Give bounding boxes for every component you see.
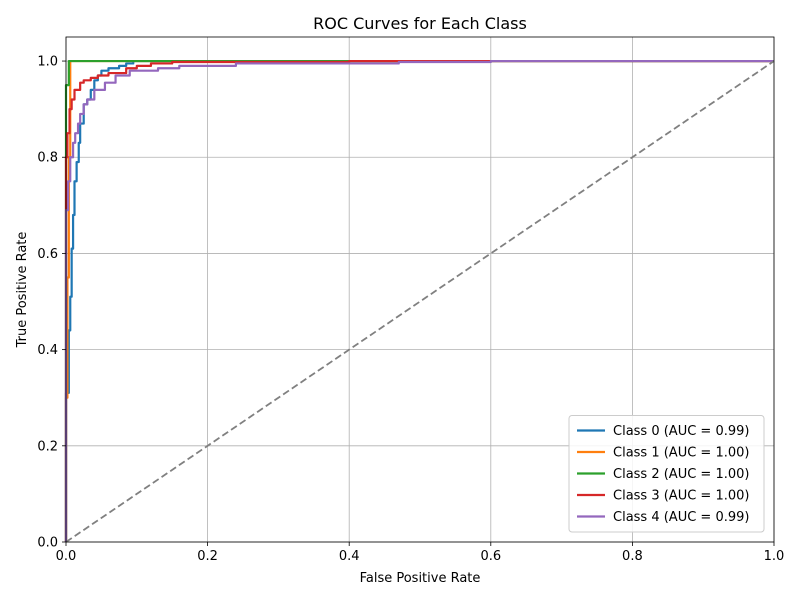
roc-curve-class-3 [64, 59, 774, 542]
y-tick-label: 0.2 [37, 439, 58, 454]
chart-title: ROC Curves for Each Class [313, 14, 527, 33]
x-tick-label: 1.0 [764, 549, 785, 564]
legend-label-class-0: Class 0 (AUC = 0.99) [613, 424, 749, 439]
chance-reference-line [65, 60, 775, 543]
x-tick-label: 0.6 [480, 549, 501, 564]
y-tick-label: 0.8 [37, 151, 58, 166]
x-tick-label: 0.8 [622, 549, 643, 564]
legend-label-class-2: Class 2 (AUC = 1.00) [613, 467, 749, 482]
x-tick-label: 0.2 [197, 549, 218, 564]
ticks: 0.0 0.2 0.4 0.6 0.8 1.0 0.0 0.2 0.4 0.6 0.8 1.0 [37, 55, 784, 564]
x-tick-label: 0.4 [339, 549, 360, 564]
x-axis-label: False Positive Rate [360, 571, 481, 586]
legend-box [568, 415, 765, 533]
roc-curve-class-4 [64, 59, 774, 542]
x-tick-label: 0.0 [56, 549, 77, 564]
legend-label-class-4: Class 4 (AUC = 0.99) [613, 510, 749, 525]
y-tick-label: 1.0 [37, 55, 58, 70]
y-tick-label: 0.4 [37, 343, 58, 358]
plot-frame [65, 36, 775, 543]
y-axis-label: True Positive Rate [15, 232, 30, 349]
legend-label-class-3: Class 3 (AUC = 1.00) [613, 489, 749, 504]
y-tick-label: 0.6 [37, 247, 58, 262]
y-tick-label: 0.0 [37, 536, 58, 551]
legend-label-class-1: Class 1 (AUC = 1.00) [613, 446, 749, 461]
legend: Class 0 (AUC = 0.99) Class 1 (AUC = 1.00)… [568, 415, 765, 533]
